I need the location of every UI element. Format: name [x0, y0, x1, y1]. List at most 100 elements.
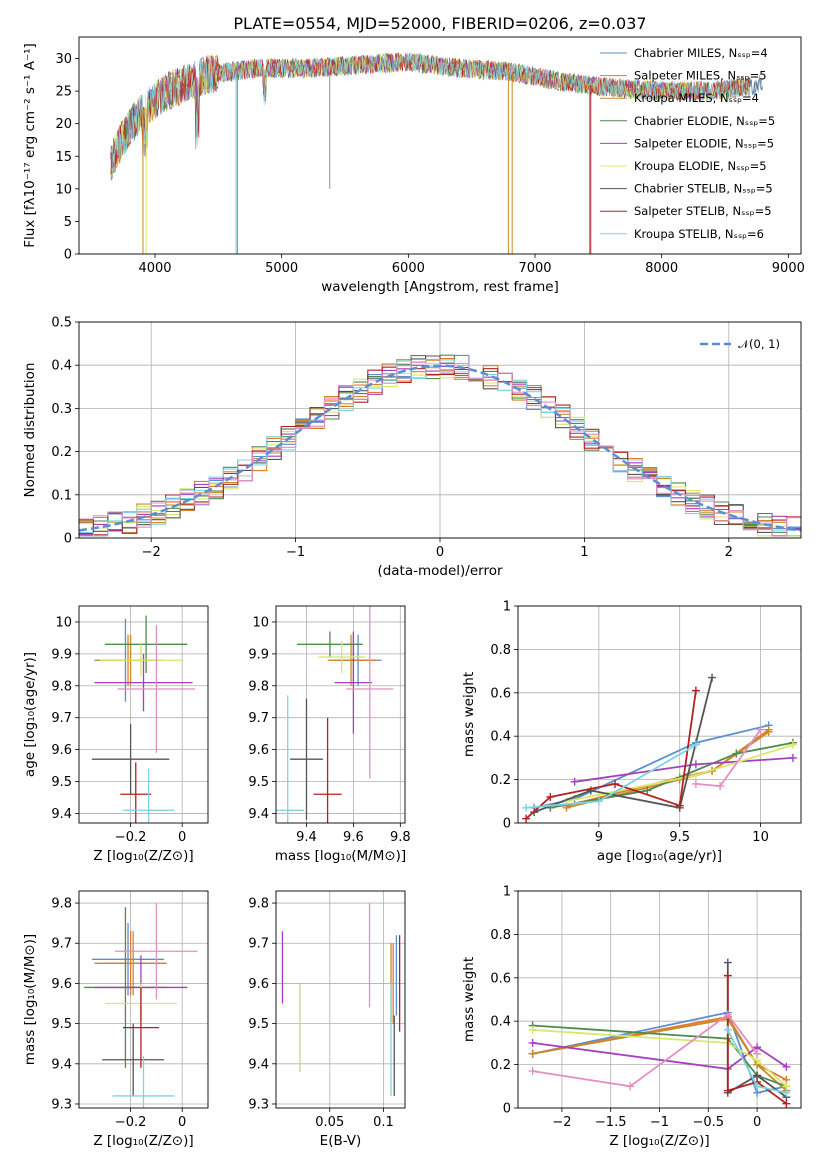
- x-tick-label: 0: [178, 1115, 186, 1130]
- legend-label: Kroupa STELIB, Nₛₛₚ=6: [634, 227, 764, 241]
- y-tick-label: 0.4: [51, 359, 72, 374]
- weight-vs-Z-plot-area: [528, 958, 791, 1108]
- y-tick-label: 0.8: [490, 643, 511, 658]
- weight-marker: [691, 771, 700, 780]
- residual-histogram-8: [79, 366, 801, 536]
- y-tick-label: 0.2: [490, 773, 511, 788]
- weight-marker: [788, 753, 797, 762]
- weight-marker: [528, 1049, 537, 1058]
- weight-marker: [782, 1099, 791, 1108]
- weight-marker: [723, 1010, 732, 1019]
- y-tick-label: 9.5: [248, 1017, 269, 1032]
- y-axis-label: mass weight: [461, 957, 477, 1042]
- x-tick-label: −0.2: [115, 1115, 147, 1130]
- normal-curve: [79, 364, 801, 532]
- x-tick-label: −2: [142, 545, 161, 560]
- errorbar-point: [115, 903, 198, 1000]
- x-tick-label: −1.5: [595, 1115, 627, 1130]
- weight-marker: [723, 971, 732, 980]
- weight-marker: [732, 749, 741, 758]
- weight-marker: [522, 803, 531, 812]
- y-tick-label: 9.6: [248, 977, 269, 992]
- errorbar-point: [122, 768, 175, 823]
- y-tick-label: 30: [55, 52, 72, 67]
- age-vs-mass-panel: 9.4 9.6 9.8 9.4 9.5 9.6 9.7 9.8 9.9 10 mass [log₁₀…: [248, 605, 411, 864]
- axes-frame: [517, 890, 802, 1109]
- y-tick-label: 9.6: [51, 743, 72, 758]
- x-tick-label: 5000: [265, 261, 298, 276]
- x-tick-label: 9000: [772, 261, 805, 276]
- errorbar-point: [313, 717, 342, 823]
- x-tick-label: 0: [178, 830, 186, 845]
- errorbar-point: [327, 634, 375, 686]
- legend-label: Kroupa ELODIE, Nₛₛₚ=5: [634, 159, 767, 173]
- residuals-plot-area: [79, 354, 801, 537]
- y-axis-label: age [log₁₀(age/yr)]: [22, 652, 38, 777]
- x-tick-label: 8000: [645, 261, 678, 276]
- weight-marker: [788, 740, 797, 749]
- y-tick-label: 1: [503, 600, 511, 615]
- y-tick-label: 9.5: [248, 775, 269, 790]
- y-tick-label: 9.6: [51, 977, 72, 992]
- spectrum-series-9: [110, 51, 751, 172]
- figure-title: PLATE=0554, MJD=52000, FIBERID=0206, z=0…: [233, 14, 646, 33]
- weight-marker: [528, 1067, 537, 1076]
- errorbar-point: [290, 698, 323, 820]
- errorbar-point: [102, 1023, 165, 1096]
- y-tick-label: 9.6: [248, 743, 269, 758]
- y-tick-label: 9.4: [51, 1057, 72, 1072]
- y-tick-label: 5: [64, 215, 72, 230]
- y-tick-label: 0: [503, 1102, 511, 1117]
- weight-marker: [643, 786, 652, 795]
- residuals-panel: −2 −1 0 1 2 0 0.1 0.2 0.3 0.4 0.5 (data-model)/erro…: [22, 316, 802, 579]
- weight-marker: [691, 686, 700, 695]
- y-tick-label: 0.1: [51, 488, 72, 503]
- errorbar-point: [346, 606, 394, 779]
- weight-marker: [716, 782, 725, 791]
- x-tick-label: 2: [725, 545, 733, 560]
- age-vs-Z-plot-area: [91, 615, 196, 823]
- y-tick-label: 0.8: [490, 928, 511, 943]
- x-tick-label: 9.6: [343, 830, 364, 845]
- spectrum-legend: Chabrier MILES, Nₛₛₚ=4 Salpeter MILES, Nₛ…: [600, 46, 775, 241]
- legend-label: 𝒩(0, 1): [738, 337, 780, 351]
- errorbar-point: [91, 724, 170, 795]
- y-tick-label: 9.7: [248, 937, 269, 952]
- y-tick-label: 9.5: [51, 1017, 72, 1032]
- x-tick-label: 10: [752, 830, 769, 845]
- y-tick-label: 9.4: [51, 807, 72, 822]
- spectrum-plot-area: [110, 51, 763, 254]
- weight-vs-age-plot-area: [522, 673, 797, 823]
- weight-marker: [753, 1082, 762, 1091]
- weight-marker: [723, 958, 732, 967]
- errorbar-point: [102, 931, 165, 996]
- x-tick-label: 9.8: [390, 830, 411, 845]
- x-tick-label: 4000: [138, 261, 171, 276]
- x-tick-label: 7000: [518, 261, 551, 276]
- weight-marker: [756, 725, 765, 734]
- x-tick-label: −0.2: [115, 830, 147, 845]
- x-tick-label: 6000: [392, 261, 425, 276]
- y-tick-label: 0.2: [490, 1058, 511, 1073]
- y-tick-label: 20: [55, 117, 72, 132]
- errorbar-point: [112, 1055, 175, 1108]
- weight-series-10: [532, 1013, 758, 1088]
- x-tick-label: −1: [650, 1115, 669, 1130]
- y-tick-label: 9.4: [248, 807, 269, 822]
- y-tick-label: 0.6: [490, 971, 511, 986]
- weight-marker: [611, 779, 620, 788]
- y-tick-label: 0: [503, 817, 511, 832]
- mass-vs-Z-plot-area: [84, 903, 198, 1108]
- errorbar-point: [117, 625, 196, 753]
- weight-marker: [586, 786, 595, 795]
- weight-marker: [782, 1062, 791, 1071]
- x-axis-label: Z [log₁₀(Z/Z⊙)]: [609, 1133, 709, 1149]
- errorbar-point: [120, 762, 152, 823]
- legend-label: Salpeter MILES, Nₛₛₚ=5: [634, 69, 767, 83]
- weight-marker: [764, 725, 773, 734]
- weight-marker: [691, 779, 700, 788]
- errorbar-point: [91, 923, 165, 996]
- mass-vs-ebv-panel: 0.05 0.1 9.3 9.4 9.5 9.6 9.7 9.8 E(B-V): [248, 890, 406, 1149]
- weight-vs-age-panel: 9 9.5 10 0 0.2 0.4 0.6 0.8 1 age [log₁₀(age/yr)] m…: [461, 600, 802, 864]
- age-vs-mass-plot-area: [276, 606, 394, 823]
